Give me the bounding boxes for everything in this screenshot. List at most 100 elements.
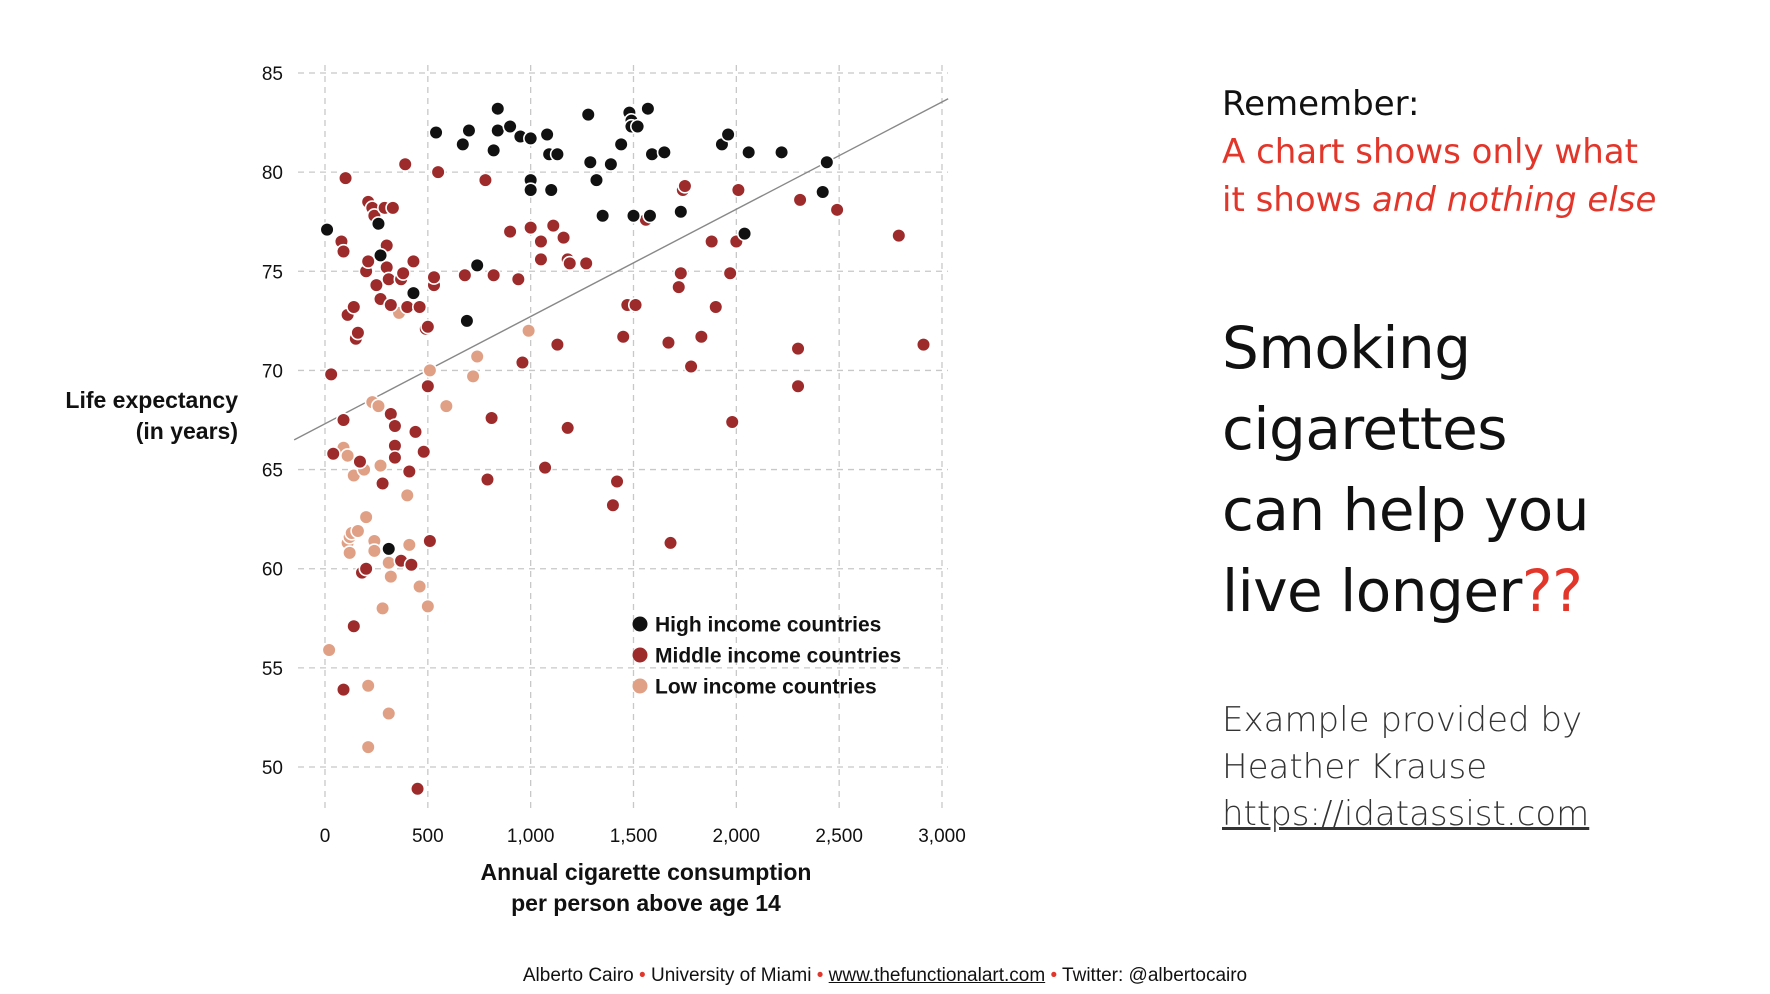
high-income-countriespoint xyxy=(595,208,611,224)
middle-income-countriespoint xyxy=(671,279,687,295)
middle-income-countriespoint xyxy=(915,337,932,353)
credit-link[interactable]: https://idatassist.com xyxy=(1222,794,1590,834)
middle-income-countriespoint xyxy=(704,233,720,250)
high-income-countriespoint xyxy=(543,182,559,198)
middle-income-countriespoint xyxy=(325,446,341,462)
middle-income-countriespoint xyxy=(609,473,625,490)
middle-income-countriespoint xyxy=(335,682,352,698)
middle-income-countriespoint xyxy=(422,533,438,549)
high-income-countriespoint xyxy=(405,285,422,301)
low-income-countriespoint xyxy=(401,537,417,553)
claim-line-3: can help you xyxy=(1222,476,1590,544)
x-tick-label: 2,000 xyxy=(713,826,761,847)
legend-label: High income countries xyxy=(655,614,881,637)
low-income-countriespoint xyxy=(521,323,537,339)
low-income-countriespoint xyxy=(360,739,376,755)
middle-income-countriespoint xyxy=(829,202,845,218)
low-income-countriespoint xyxy=(469,348,485,365)
middle-income-countriespoint xyxy=(412,299,428,315)
legend-marker xyxy=(632,616,648,632)
high-income-countriespoint xyxy=(469,257,485,273)
y-tick-label: 50 xyxy=(262,758,283,779)
middle-income-countriespoint xyxy=(360,253,376,269)
middle-income-countriespoint xyxy=(323,366,339,382)
middle-income-countriespoint xyxy=(483,410,500,426)
high-income-countriespoint xyxy=(490,101,506,117)
question-marks: ?? xyxy=(1521,557,1583,625)
footer-separator: • xyxy=(639,965,646,986)
high-income-countriespoint xyxy=(815,184,831,200)
y-tick-label: 70 xyxy=(262,361,283,382)
remember-note: Remember: A chart shows only what it sho… xyxy=(1222,80,1656,224)
low-income-countriespoint xyxy=(438,398,454,414)
middle-income-countriespoint xyxy=(523,220,539,236)
middle-income-countriespoint xyxy=(578,255,594,271)
high-income-countriespoint xyxy=(673,204,689,220)
middle-income-countriespoint xyxy=(430,164,446,180)
x-tick-label: 500 xyxy=(412,826,444,847)
footer: Alberto Cairo • University of Miami • ww… xyxy=(0,965,1770,987)
x-axis-label: per person above age 14 xyxy=(511,890,781,916)
high-income-countriespoint xyxy=(486,142,502,158)
middle-income-countriespoint xyxy=(562,255,578,271)
x-tick-label: 3,000 xyxy=(918,826,966,847)
low-income-countriespoint xyxy=(412,578,428,595)
low-income-countriespoint xyxy=(358,509,374,525)
high-income-countriespoint xyxy=(640,101,656,117)
high-income-countriespoint xyxy=(319,222,335,238)
high-income-countriespoint xyxy=(461,122,477,139)
legend-label: Middle income countries xyxy=(655,645,901,668)
high-income-countriespoint xyxy=(370,216,387,232)
y-axis-label: Life expectancy xyxy=(65,387,238,413)
y-tick-label: 80 xyxy=(262,163,283,184)
low-income-countriespoint xyxy=(366,543,382,559)
middle-income-countriespoint xyxy=(387,450,403,466)
middle-income-countriespoint xyxy=(407,424,424,440)
high-income-countriespoint xyxy=(455,136,471,152)
credit-line-2: Heather Krause xyxy=(1222,747,1488,787)
middle-income-countriespoint xyxy=(790,378,806,394)
high-income-countriespoint xyxy=(381,541,397,557)
low-income-countriespoint xyxy=(360,678,376,694)
high-income-countriespoint xyxy=(580,107,596,123)
axis-labels: Life expectancy (in years) Annual cigarett… xyxy=(65,387,811,916)
middle-income-countriespoint xyxy=(615,329,631,345)
middle-income-countriespoint xyxy=(426,269,442,285)
remember-line-2: it shows and nothing else xyxy=(1222,176,1656,224)
footer-website-link[interactable]: www.thefunctionalart.com xyxy=(828,965,1046,986)
middle-income-countriespoint xyxy=(537,459,553,476)
middle-income-countriespoint xyxy=(790,341,806,357)
middle-income-countriespoint xyxy=(708,299,724,315)
middle-income-countriespoint xyxy=(346,618,362,634)
remember-label: Remember: xyxy=(1222,84,1420,124)
middle-income-countriespoint xyxy=(677,178,693,194)
data-points xyxy=(319,101,932,797)
middle-income-countriespoint xyxy=(502,224,518,240)
legend-marker xyxy=(632,678,648,694)
middle-income-countriespoint xyxy=(346,299,362,315)
middle-income-countriespoint xyxy=(662,535,679,551)
middle-income-countriespoint xyxy=(385,200,401,216)
claim-line-2: cigarettes xyxy=(1222,395,1508,463)
middle-income-countriespoint xyxy=(335,412,352,428)
middle-income-countriespoint xyxy=(533,251,549,267)
low-income-countriespoint xyxy=(321,642,337,658)
middle-income-countriespoint xyxy=(730,182,746,198)
high-income-countriespoint xyxy=(656,144,672,160)
y-tick-label: 55 xyxy=(262,659,283,680)
middle-income-countriespoint xyxy=(405,253,422,269)
middle-income-countriespoint xyxy=(555,229,572,246)
middle-income-countriespoint xyxy=(352,454,368,470)
low-income-countriespoint xyxy=(374,600,391,616)
middle-income-countriespoint xyxy=(383,297,399,313)
middle-income-countriespoint xyxy=(401,463,417,480)
y-tick-label: 60 xyxy=(262,560,283,581)
middle-income-countriespoint xyxy=(627,297,644,313)
middle-income-countriespoint xyxy=(420,378,436,394)
claim-line-4: live longer?? xyxy=(1222,551,1589,632)
high-income-countriespoint xyxy=(642,208,658,224)
high-income-countriespoint xyxy=(523,130,539,147)
middle-income-countriespoint xyxy=(397,156,413,172)
high-income-countriespoint xyxy=(613,136,629,152)
legend-marker xyxy=(632,647,648,663)
